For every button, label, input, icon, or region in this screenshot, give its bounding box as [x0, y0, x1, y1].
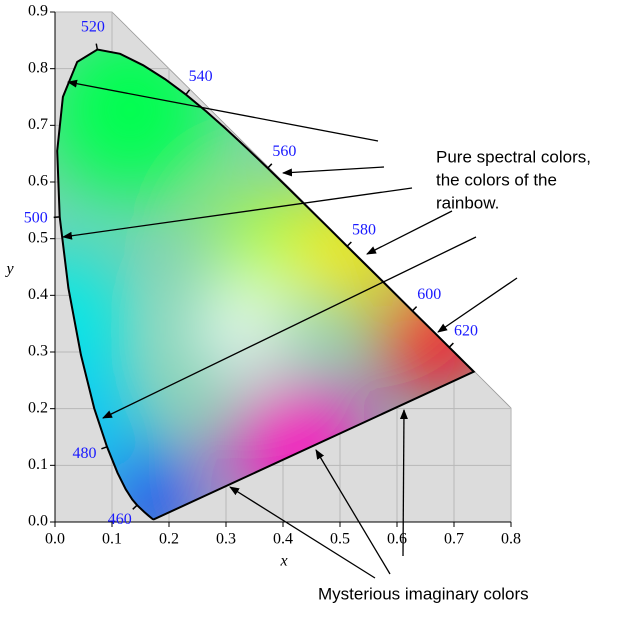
wavelength-label: 500 — [24, 209, 48, 226]
x-tick-label: 0.1 — [102, 531, 122, 548]
y-tick-label: 0.7 — [28, 116, 48, 133]
wavelength-label: 620 — [454, 322, 478, 339]
annotation-line: Pure spectral colors, — [436, 147, 591, 166]
y-tick-label: 0.3 — [28, 343, 48, 360]
annotation-line: the colors of the — [436, 170, 557, 189]
locus-tick — [347, 242, 351, 246]
annotation-line: rainbow. — [436, 193, 499, 212]
locus-tick — [412, 307, 416, 311]
annotation-line: Mysterious imaginary colors — [318, 584, 529, 603]
x-tick-label: 0.3 — [216, 531, 236, 548]
x-tick-label: 0.8 — [501, 531, 521, 548]
locus-tick — [268, 164, 272, 168]
y-axis-label: y — [4, 261, 14, 278]
wavelength-label: 460 — [108, 511, 132, 528]
x-tick-label: 0.0 — [45, 531, 65, 548]
y-tick-label: 0.9 — [28, 3, 48, 20]
y-tick-label: 0.5 — [28, 229, 48, 246]
wavelength-label: 520 — [81, 19, 105, 36]
wavelength-label: 540 — [189, 68, 213, 85]
y-tick-label: 0.0 — [28, 513, 48, 530]
x-tick-label: 0.5 — [330, 531, 350, 548]
y-tick-label: 0.2 — [28, 399, 48, 416]
y-tick-label: 0.4 — [28, 286, 48, 303]
wavelength-label: 560 — [272, 143, 296, 160]
x-tick-label: 0.6 — [387, 531, 407, 548]
y-tick-label: 0.6 — [28, 173, 48, 190]
x-tick-label: 0.4 — [273, 531, 293, 548]
x-tick-label: 0.2 — [159, 531, 179, 548]
wavelength-label: 580 — [352, 221, 376, 238]
x-axis-label: x — [279, 553, 287, 570]
y-tick-label: 0.1 — [28, 456, 48, 473]
x-tick-label: 0.7 — [444, 531, 464, 548]
y-tick-label: 0.8 — [28, 59, 48, 76]
wavelength-label: 600 — [417, 286, 441, 303]
wavelength-label: 480 — [72, 445, 96, 462]
locus-tick — [449, 343, 453, 347]
